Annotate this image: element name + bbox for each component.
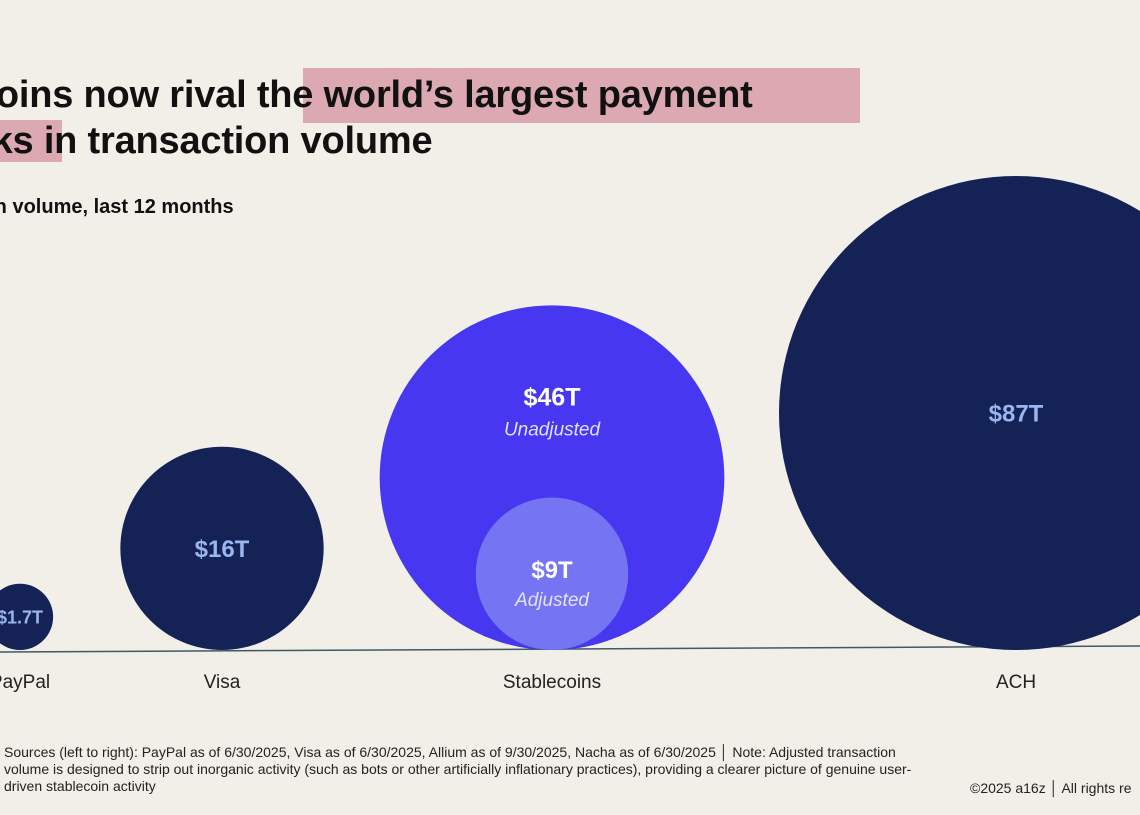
title-line-1: ecoins now rival the world’s largest pay…: [0, 76, 753, 114]
value-label-paypal: $1.7T: [0, 607, 43, 627]
bubble-stablecoins-adjusted: [475, 497, 629, 650]
bubble-ach: [779, 176, 1140, 650]
title-highlight-1: [303, 68, 860, 123]
category-label-visa: Visa: [204, 672, 241, 693]
bubble-visa: [120, 446, 324, 650]
value-label-ach: $87T: [989, 401, 1044, 428]
title-line-2: orks in transaction volume: [0, 120, 433, 162]
bubble-paypal: [0, 583, 54, 650]
value-label-stablecoins: $46T: [524, 383, 581, 411]
title-line-1-highlight: the world’s largest payment: [256, 74, 753, 116]
title-line-2-highlight: orks: [0, 120, 34, 162]
sources-footnote: Sources (left to right): PayPal as of 6/…: [4, 744, 912, 794]
category-label-ach: ACH: [996, 672, 1036, 693]
sublabel-stablecoins-adjusted: Adjusted: [514, 590, 590, 611]
value-label-visa: $16T: [195, 536, 250, 563]
category-label-stablecoins: Stablecoins: [503, 672, 601, 693]
bubble-stablecoins: [379, 305, 725, 650]
title-line-1-plain: ecoins now rival: [0, 74, 247, 116]
subtitle: action volume, last 12 months: [0, 196, 234, 218]
title-line-2-plain: in transaction volume: [33, 120, 433, 162]
category-label-paypal: PayPal: [0, 672, 50, 693]
sublabel-stablecoins: Unadjusted: [504, 419, 602, 440]
copyright-notice: ©2025 a16z │ All rights re: [970, 780, 1132, 796]
title-highlight-2: [0, 120, 62, 162]
value-label-stablecoins-adjusted: $9T: [531, 557, 573, 584]
